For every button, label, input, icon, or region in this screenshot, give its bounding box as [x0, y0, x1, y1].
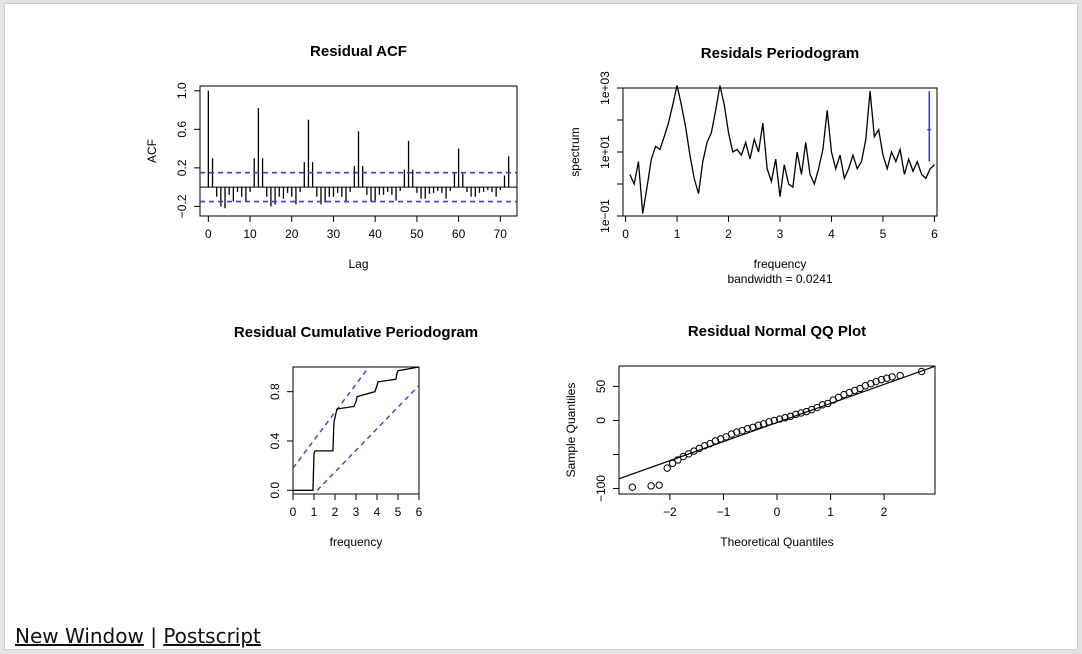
cumulative-line — [293, 366, 420, 491]
qq-point — [733, 428, 741, 436]
chart-2: Residals Periodogram 0 1 2 3 4 5 6 1e−01 1e+01 1e+… — [568, 45, 938, 286]
x-tick-label: 0 — [290, 505, 297, 519]
x-tick-label: 0 — [622, 227, 629, 241]
x-tick-label: 4 — [374, 505, 381, 519]
qq-point — [655, 481, 663, 489]
x-tick-label: 40 — [369, 227, 383, 241]
qq-point — [668, 459, 677, 468]
y-axis-label: Sample Quantiles — [564, 383, 578, 478]
x-tick-label: 1 — [311, 505, 318, 519]
qq-point — [797, 409, 805, 417]
x-tick-label: 3 — [353, 505, 360, 519]
x-tick-label: 2 — [332, 505, 339, 519]
qq-point — [674, 456, 682, 464]
x-tick-label: −2 — [663, 505, 677, 519]
x-tick-label: 0 — [774, 505, 781, 519]
y-tick-label: 0.2 — [175, 159, 189, 176]
plot-links: New Window | Postscript — [15, 624, 261, 648]
qq-point — [770, 416, 779, 425]
plot-frame — [292, 366, 420, 495]
x-tick-label: 5 — [880, 227, 887, 241]
x-tick-label: 60 — [452, 227, 466, 241]
y-tick-label: 1.0 — [175, 82, 189, 99]
postscript-link[interactable]: Postscript — [163, 624, 261, 648]
y-tick-label: −0.2 — [175, 194, 189, 218]
x-tick-label: 70 — [494, 227, 508, 241]
chart-1: Residual ACF 0 10 20 30 40 50 60 70 −0.2 0.2 0.6 1.0… — [145, 43, 518, 271]
qq-point — [792, 410, 800, 419]
x-tick-label: 2 — [725, 227, 732, 241]
x-tick-label: 6 — [416, 505, 423, 519]
qq-point — [628, 483, 637, 491]
y-tick-label: 0.8 — [268, 383, 282, 400]
chart-3: Residual Cumulative Periodogram 0 1 2 3 4 5 6 0.… — [234, 324, 478, 549]
qq-point — [877, 375, 886, 384]
x-axis-label: Lag — [348, 257, 368, 271]
x-tick-label: 5 — [395, 505, 402, 519]
plot-frame — [618, 365, 936, 495]
chart-title: Residual ACF — [310, 43, 407, 60]
x-tick-label: −1 — [717, 505, 731, 519]
x-tick-label: 30 — [327, 227, 341, 241]
x-tick-label: 6 — [931, 227, 938, 241]
qq-point — [888, 373, 896, 381]
qq-point — [663, 464, 671, 472]
x-tick-label: 1 — [674, 227, 681, 241]
x-axis-label: Theoretical Quantiles — [720, 535, 833, 549]
y-tick-label: 1e+01 — [598, 135, 612, 169]
x-axis-label: frequency — [754, 257, 807, 271]
spectrum-line — [629, 85, 935, 214]
qq-point — [775, 415, 784, 423]
y-tick-label: 0.4 — [268, 432, 282, 449]
qq-point — [743, 424, 752, 433]
x-axis-sublabel: bandwidth = 0.0241 — [727, 272, 832, 286]
y-tick-label: 0.0 — [268, 482, 282, 499]
x-tick-label: 3 — [777, 227, 784, 241]
qq-point — [917, 367, 926, 376]
qq-point — [647, 482, 655, 490]
qq-point — [781, 414, 789, 422]
x-tick-label: 1 — [827, 505, 834, 519]
qq-point — [824, 399, 832, 408]
y-tick-label: −100 — [594, 475, 608, 502]
y-axis-label: ACF — [145, 139, 159, 163]
x-tick-label: 2 — [881, 505, 888, 519]
chart-title: Residual Cumulative Periodogram — [234, 324, 478, 341]
qq-point — [896, 371, 904, 380]
y-tick-label: 1e−01 — [598, 199, 612, 233]
x-tick-label: 0 — [205, 227, 212, 241]
qq-point — [818, 401, 827, 409]
x-tick-label: 10 — [243, 227, 257, 241]
link-separator: | — [150, 624, 157, 648]
qq-point — [765, 418, 773, 426]
y-tick-label: 50 — [594, 379, 608, 393]
x-tick-label: 50 — [410, 227, 424, 241]
chart-4: Residual Normal QQ Plot −2 −1 0 1 2 −100 0 50 The… — [564, 323, 936, 549]
chart-title: Residual Normal QQ Plot — [688, 323, 866, 340]
y-axis-label: spectrum — [568, 127, 582, 176]
y-tick-label: 0.6 — [175, 121, 189, 138]
y-tick-label: 1e+03 — [598, 71, 612, 105]
plot-panel: Residual ACF 0 10 20 30 40 50 60 70 −0.2 0.2 0.6 1.0… — [4, 3, 1078, 650]
new-window-link[interactable]: New Window — [15, 624, 144, 648]
chart-title: Residals Periodogram — [701, 45, 859, 62]
x-tick-label: 4 — [828, 227, 835, 241]
x-axis-label: frequency — [330, 535, 383, 549]
x-tick-label: 20 — [285, 227, 299, 241]
y-tick-label: 0 — [594, 417, 608, 424]
qq-point — [883, 374, 891, 382]
qq-point — [754, 421, 762, 429]
plot-frame — [199, 85, 518, 217]
